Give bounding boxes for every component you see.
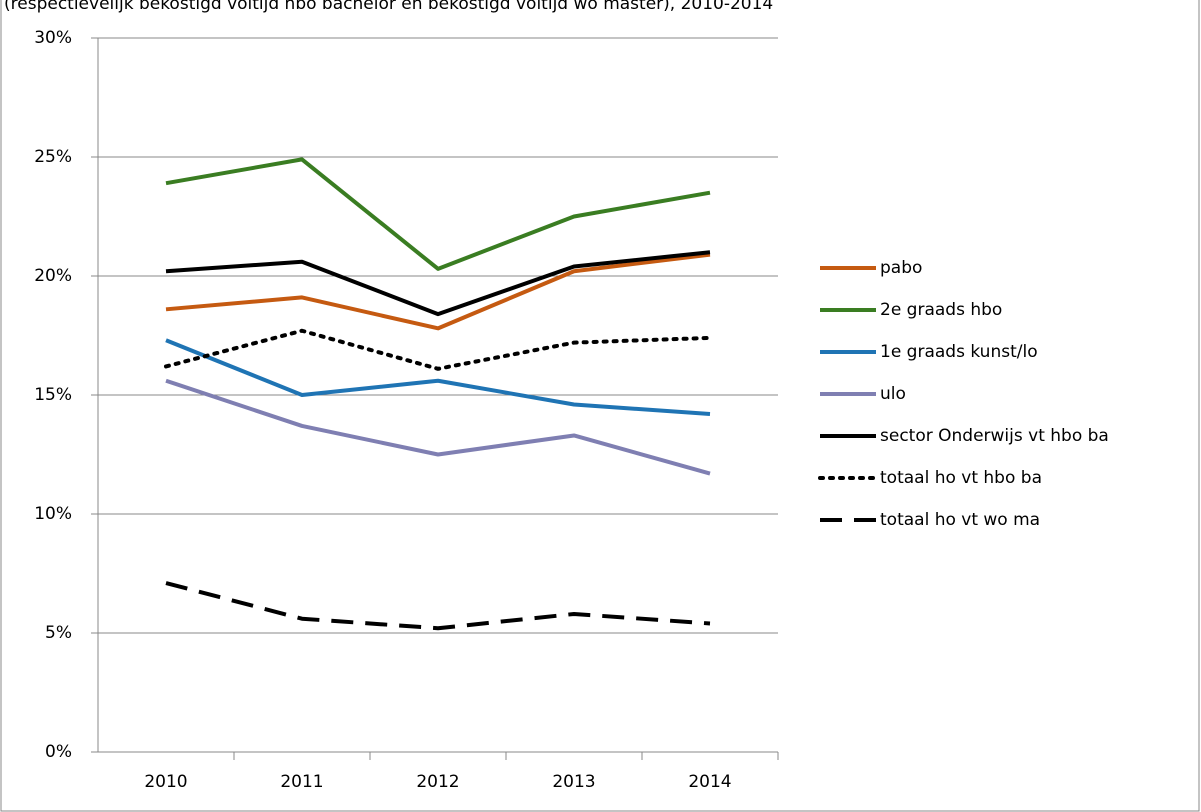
y-tick-label: 30% [34, 28, 72, 48]
series-line [165, 252, 711, 331]
x-tick-label: 2013 [552, 772, 595, 792]
series-line [165, 581, 711, 631]
series-line [165, 338, 711, 417]
y-tick-label: 0% [45, 742, 72, 762]
legend-label: 1e graads kunst/lo [880, 342, 1038, 362]
y-tick-label: 20% [34, 266, 72, 286]
legend-label: totaal ho vt hbo ba [880, 468, 1042, 488]
y-tick-label: 15% [34, 385, 72, 405]
y-tick-label: 25% [34, 147, 72, 167]
y-tick-label: 10% [34, 504, 72, 524]
x-tick-label: 2012 [416, 772, 459, 792]
series-line [165, 157, 711, 271]
x-tick-label: 2011 [280, 772, 323, 792]
x-tick-label: 2014 [688, 772, 731, 792]
y-tick-label: 5% [45, 623, 72, 643]
legend-label: 2e graads hbo [880, 300, 1002, 320]
legend-label: totaal ho vt wo ma [880, 510, 1040, 530]
legend-label: pabo [880, 258, 922, 278]
series-line [164, 328, 712, 371]
x-tick-label: 2010 [144, 772, 187, 792]
legend-label: ulo [880, 384, 906, 404]
chart-subtitle: (respectievelijk bekostigd voltijd hbo b… [4, 0, 773, 14]
series-line [165, 378, 711, 476]
legend-label: sector Onderwijs vt hbo ba [880, 426, 1109, 446]
series-line [165, 250, 711, 317]
